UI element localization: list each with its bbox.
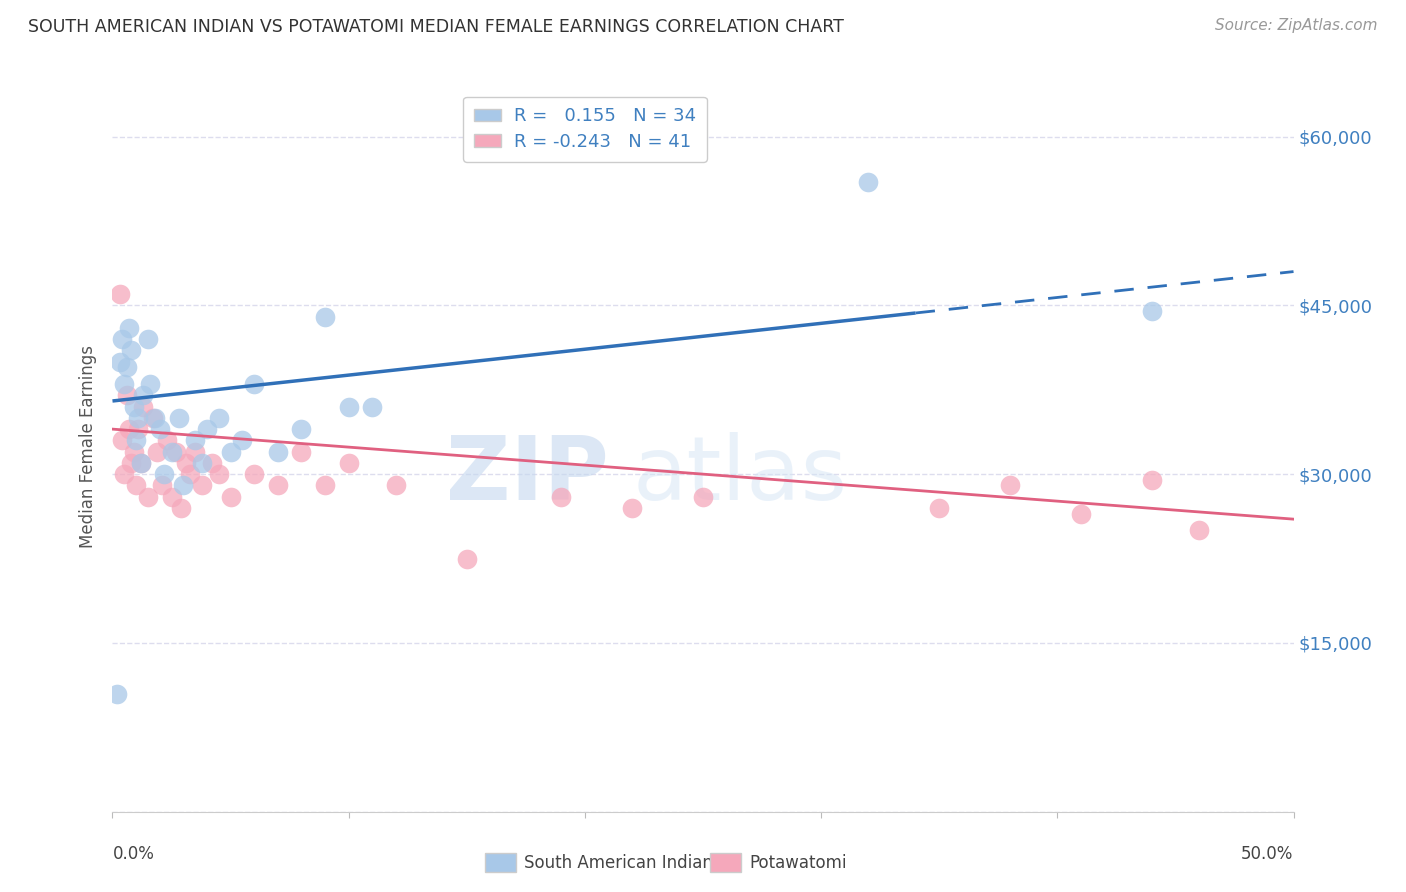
Text: Potawatomi: Potawatomi xyxy=(749,854,846,871)
Point xyxy=(195,422,218,436)
Point xyxy=(108,354,131,368)
Point xyxy=(314,310,336,324)
Point xyxy=(125,478,148,492)
Point xyxy=(127,422,149,436)
Point xyxy=(112,377,135,392)
Point xyxy=(191,478,214,492)
Point xyxy=(167,410,190,425)
Point xyxy=(219,490,242,504)
Point xyxy=(122,444,145,458)
Point xyxy=(170,500,193,515)
Point xyxy=(998,478,1021,492)
Point xyxy=(111,434,134,448)
Point xyxy=(146,444,169,458)
Legend: R =   0.155   N = 34, R = -0.243   N = 41: R = 0.155 N = 34, R = -0.243 N = 41 xyxy=(463,96,707,161)
Point xyxy=(172,478,194,492)
Point xyxy=(132,400,155,414)
Point xyxy=(165,444,187,458)
Point xyxy=(153,467,176,482)
Point xyxy=(1188,524,1211,538)
Point xyxy=(337,456,360,470)
Point xyxy=(267,444,290,458)
Point xyxy=(201,456,224,470)
Point xyxy=(208,467,231,482)
Point xyxy=(692,490,714,504)
Point xyxy=(132,388,155,402)
Point xyxy=(149,422,172,436)
Text: 50.0%: 50.0% xyxy=(1241,845,1294,863)
Text: atlas: atlas xyxy=(633,432,848,519)
Point xyxy=(160,444,183,458)
Point xyxy=(125,434,148,448)
Point xyxy=(361,400,384,414)
Point xyxy=(184,434,207,448)
Point xyxy=(219,444,242,458)
Point xyxy=(385,478,408,492)
Point xyxy=(550,490,572,504)
Point xyxy=(243,377,266,392)
Point xyxy=(115,360,138,375)
Point xyxy=(108,287,131,301)
Point xyxy=(456,551,478,566)
Text: South American Indians: South American Indians xyxy=(524,854,723,871)
Point xyxy=(179,467,201,482)
Text: Source: ZipAtlas.com: Source: ZipAtlas.com xyxy=(1215,18,1378,33)
Point xyxy=(1140,473,1163,487)
Point xyxy=(156,434,179,448)
Point xyxy=(118,422,141,436)
Point xyxy=(858,175,880,189)
Point xyxy=(136,490,159,504)
Point xyxy=(231,434,253,448)
Point xyxy=(120,456,142,470)
Point xyxy=(174,456,197,470)
Point xyxy=(267,478,290,492)
Point xyxy=(118,321,141,335)
Point xyxy=(129,456,152,470)
Point xyxy=(290,422,312,436)
Point xyxy=(142,410,165,425)
Point xyxy=(111,332,134,346)
Text: ZIP: ZIP xyxy=(446,432,609,519)
Point xyxy=(127,410,149,425)
Point xyxy=(1140,304,1163,318)
Point xyxy=(150,478,173,492)
Point xyxy=(243,467,266,482)
Point xyxy=(337,400,360,414)
Point xyxy=(290,444,312,458)
Point xyxy=(191,456,214,470)
Point xyxy=(115,388,138,402)
Text: SOUTH AMERICAN INDIAN VS POTAWATOMI MEDIAN FEMALE EARNINGS CORRELATION CHART: SOUTH AMERICAN INDIAN VS POTAWATOMI MEDI… xyxy=(28,18,844,36)
Text: 0.0%: 0.0% xyxy=(112,845,155,863)
Point xyxy=(129,456,152,470)
Point xyxy=(621,500,644,515)
Point xyxy=(143,410,166,425)
Point xyxy=(160,490,183,504)
Point xyxy=(139,377,162,392)
Point xyxy=(122,400,145,414)
Y-axis label: Median Female Earnings: Median Female Earnings xyxy=(79,344,97,548)
Point xyxy=(928,500,950,515)
Point xyxy=(314,478,336,492)
Point xyxy=(112,467,135,482)
Point xyxy=(184,444,207,458)
Point xyxy=(1070,507,1092,521)
Point xyxy=(136,332,159,346)
Point xyxy=(208,410,231,425)
Point xyxy=(120,343,142,358)
Point xyxy=(105,687,128,701)
